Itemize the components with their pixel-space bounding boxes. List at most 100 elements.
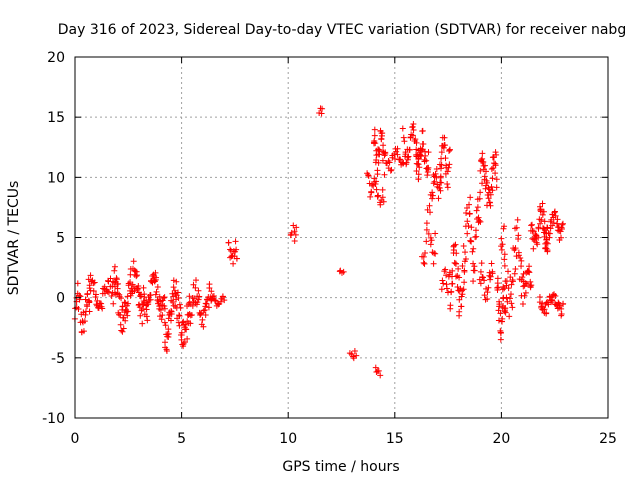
data-point bbox=[438, 155, 445, 162]
data-point bbox=[196, 293, 203, 300]
data-point bbox=[424, 169, 431, 176]
data-point bbox=[517, 254, 524, 261]
data-point bbox=[540, 225, 547, 232]
data-point bbox=[543, 309, 550, 316]
data-point bbox=[413, 146, 420, 153]
data-point bbox=[119, 328, 126, 335]
data-point bbox=[381, 171, 388, 178]
data-point bbox=[474, 204, 481, 211]
data-point bbox=[541, 218, 548, 225]
data-point bbox=[409, 123, 416, 130]
y-axis-label: SDTVAR / TECUs bbox=[6, 181, 22, 296]
data-point bbox=[122, 317, 129, 324]
data-point bbox=[477, 268, 484, 275]
data-point bbox=[493, 151, 500, 158]
data-point bbox=[165, 330, 172, 337]
data-point bbox=[232, 238, 239, 245]
data-point bbox=[377, 201, 384, 208]
data-point bbox=[399, 125, 406, 132]
data-point bbox=[466, 210, 473, 217]
data-point bbox=[527, 278, 534, 285]
data-point bbox=[501, 251, 508, 258]
data-point bbox=[546, 230, 553, 237]
data-point bbox=[379, 157, 386, 164]
data-point bbox=[444, 168, 451, 175]
data-point bbox=[410, 127, 417, 134]
data-point bbox=[488, 166, 495, 173]
data-point bbox=[189, 302, 196, 309]
data-point bbox=[484, 289, 491, 296]
data-point bbox=[130, 258, 137, 265]
data-point bbox=[86, 282, 93, 289]
data-point bbox=[377, 372, 384, 379]
data-point bbox=[436, 185, 443, 192]
data-point bbox=[188, 312, 195, 319]
data-point bbox=[476, 276, 483, 283]
data-point bbox=[528, 282, 535, 289]
data-point bbox=[544, 224, 551, 231]
data-point bbox=[437, 179, 444, 186]
data-point bbox=[153, 288, 160, 295]
data-point bbox=[559, 221, 566, 228]
axis-ticks: 0 5 10 15 20 25 -10 -5 0 5 10 15 20 bbox=[42, 50, 617, 447]
data-point bbox=[427, 241, 434, 248]
data-point bbox=[497, 336, 504, 343]
data-point bbox=[425, 230, 432, 237]
data-point bbox=[495, 284, 502, 291]
data-point bbox=[192, 284, 199, 291]
data-point bbox=[227, 246, 234, 253]
data-point bbox=[372, 140, 379, 147]
data-point bbox=[445, 164, 452, 171]
data-point bbox=[210, 293, 217, 300]
data-point bbox=[206, 281, 213, 288]
data-point bbox=[117, 321, 124, 328]
data-point bbox=[466, 201, 473, 208]
data-point bbox=[292, 231, 299, 238]
data-point bbox=[400, 134, 407, 141]
data-point bbox=[426, 202, 433, 209]
data-point bbox=[373, 178, 380, 185]
data-point bbox=[535, 234, 542, 241]
data-point bbox=[170, 284, 177, 291]
data-point bbox=[513, 253, 520, 260]
data-point bbox=[137, 312, 144, 319]
data-point bbox=[121, 299, 128, 306]
data-point bbox=[117, 312, 124, 319]
data-point bbox=[493, 176, 500, 183]
data-point bbox=[464, 218, 471, 225]
data-point bbox=[512, 266, 519, 273]
data-point bbox=[431, 250, 438, 257]
data-point bbox=[416, 164, 423, 171]
data-point bbox=[104, 288, 111, 295]
data-point bbox=[118, 295, 125, 302]
data-point bbox=[554, 216, 561, 223]
data-point bbox=[134, 272, 141, 279]
data-point bbox=[465, 222, 472, 229]
data-point bbox=[199, 316, 206, 323]
data-point bbox=[139, 305, 146, 312]
data-point bbox=[505, 268, 512, 275]
data-point bbox=[559, 220, 566, 227]
data-point bbox=[461, 268, 468, 275]
data-point bbox=[191, 295, 198, 302]
data-point bbox=[522, 280, 529, 287]
data-point bbox=[105, 289, 112, 296]
data-point bbox=[136, 304, 143, 311]
data-point bbox=[521, 292, 528, 299]
data-point bbox=[508, 300, 515, 307]
data-point bbox=[435, 195, 442, 202]
data-point bbox=[420, 259, 427, 266]
data-point bbox=[123, 308, 130, 315]
data-point bbox=[442, 155, 449, 162]
data-point bbox=[380, 198, 387, 205]
data-point bbox=[110, 300, 117, 307]
data-point bbox=[115, 280, 122, 287]
data-point bbox=[114, 290, 121, 297]
data-point bbox=[558, 310, 565, 317]
data-point bbox=[80, 328, 87, 335]
data-point bbox=[441, 142, 448, 149]
data-point bbox=[181, 339, 188, 346]
data-point bbox=[549, 297, 556, 304]
data-point bbox=[86, 308, 93, 315]
